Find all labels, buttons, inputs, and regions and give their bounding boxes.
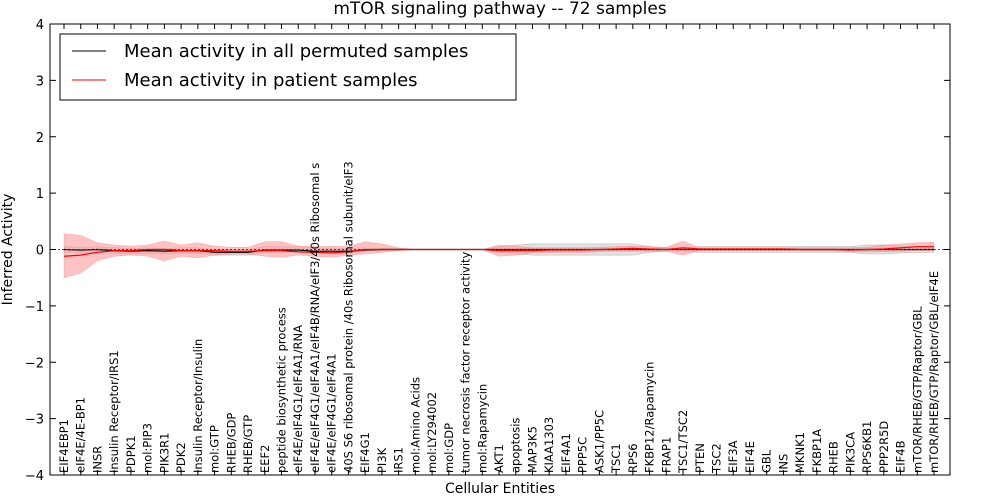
y-tick-label: −3 [25,413,44,428]
y-tick-label: −2 [25,356,44,371]
legend-label-patient: Mean activity in patient samples [124,70,418,91]
x-category-label: PTEN [693,443,707,473]
x-category-label: apoptosis [509,418,523,473]
x-category-label: RHEB [827,441,841,473]
x-category-label: GBL [760,449,774,473]
x-category-label: RPS6KB1 [860,421,874,473]
x-category-label: EIF3A [726,440,740,473]
line-series-1 [63,246,934,257]
x-category-label: eIF4E/eIF4G1/eIF4A1/RNA [291,325,305,473]
x-category-label: eIF4E/eIF4G1/eIF4A1/eIF4B/RNA/eIF3/40s R… [308,163,322,473]
y-tick-label: 1 [36,187,44,202]
x-category-label: EIF4G1 [358,432,372,473]
x-category-label: INSR [90,446,104,473]
y-axis-ticks: −4 −3 −2 −1 0 1 2 3 4 [25,18,950,484]
x-category-label: INS [776,454,790,473]
x-category-label: RPS6 [626,443,640,473]
x-category-label: MKNK1 [793,432,807,473]
x-category-label: mol:PIP3 [141,423,155,473]
x-category-label: PI3K [375,447,389,473]
x-axis-title: Cellular Entities [445,481,555,497]
legend-box [59,33,517,101]
x-category-label: MAP3K5 [525,426,539,473]
x-category-label: PDK2 [174,442,188,473]
x-category-label: EIF4A1 [559,433,573,473]
x-category-label: RHEB/GDP [224,413,238,473]
x-category-label: ASK1/PP5C [592,410,606,473]
x-category-label: mol:GDP [442,423,456,473]
x-category-label: mol:Rapamycin [475,384,489,473]
x-category-label: TSC1/TSC2 [676,410,690,474]
x-category-label: PIK3CA [843,432,857,473]
y-tick-label: −4 [25,469,44,484]
x-category-label: PDPK1 [124,435,138,473]
y-tick-label: 4 [36,18,44,33]
x-category-label: AKT1 [492,444,506,473]
x-category-label: 40S S6 ribosomal protein /40s Ribosomal … [341,161,355,473]
x-category-label: EIF4B [894,440,908,473]
x-category-label: mTOR/RHEB/GTP/Raptor/GBL [910,306,924,473]
x-category-label: TSC2 [710,443,724,474]
x-category-label: mol:Amino Acids [408,377,422,473]
x-category-label: EEF2 [258,445,272,473]
x-category-label: EIF4EBP1 [57,419,71,473]
x-category-label: KIAA1303 [542,417,556,473]
legend-label-permuted: Mean activity in all permuted samples [124,41,468,62]
x-category-label: Insulin Receptor/IRS1 [107,350,121,473]
x-category-label: FRAP1 [659,437,673,473]
x-category-label: RHEB/GTP [241,415,255,473]
x-category-label: eIF4E/4E-BP1 [74,397,88,473]
x-category-label: PIK3R1 [157,433,171,474]
y-tick-label: 2 [36,131,44,146]
x-category-label: Insulin Receptor/Insulin [191,339,205,473]
x-category-label: peptide biosynthetic process [275,307,289,473]
x-category-label: tumor necrosis factor receptor activity [459,251,473,473]
x-category-label: FKBP12/Rapamycin [643,362,657,473]
y-axis-title: Inferred Activity [0,194,16,306]
y-tick-label: 0 [36,244,44,259]
x-category-label: EIF4E [743,441,757,473]
chart-title: mTOR signaling pathway -- 72 samples [333,0,666,19]
x-axis-category-labels: EIF4EBP1 eIF4E/4E-BP1 INSR Insulin Receptor… [57,24,941,475]
band-series-1 [63,233,935,279]
x-category-label: IRS1 [392,447,406,473]
x-category-label: eIF4E/eIF4G1/eIF4A1 [325,353,339,473]
x-category-label: mTOR/RHEB/GTP/Raptor/GBL/eIF4E [927,271,941,473]
y-tick-label: 3 [36,74,44,89]
x-category-label: PPP5C [576,437,590,473]
x-category-label: mol:GTP [208,425,222,473]
x-category-label: PPP2R5D [877,421,891,473]
x-category-label: TSC1 [609,443,623,474]
y-tick-label: −1 [25,300,44,315]
legend: Mean activity in all permuted samples Me… [59,33,517,101]
x-category-label: mol:LY294002 [425,392,439,473]
x-category-label: FKBP1A [810,429,824,473]
